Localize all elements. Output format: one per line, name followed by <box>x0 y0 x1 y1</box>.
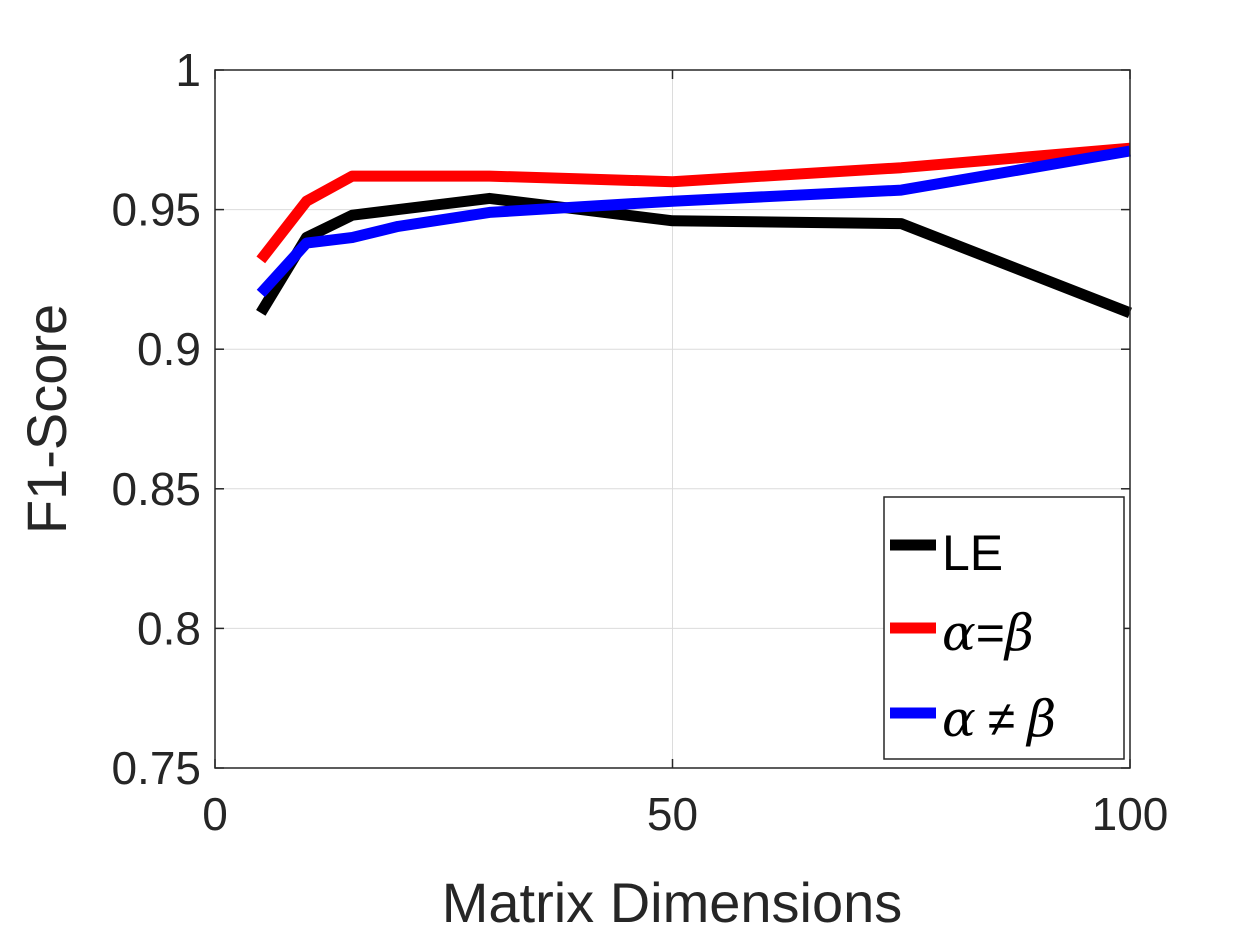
x-tick-label: 50 <box>647 788 698 840</box>
legend-equals-symbol: = <box>976 605 1005 661</box>
legend-beta-symbol: β <box>1025 690 1056 748</box>
y-tick-label: 0.85 <box>111 463 201 515</box>
y-tick-label: 1 <box>175 44 201 96</box>
tick-marks <box>214 69 1131 769</box>
y-tick-label: 0.8 <box>137 602 201 654</box>
y-tick-label: 0.75 <box>111 742 201 794</box>
legend-not-equal-symbol: ≠ <box>988 691 1015 747</box>
x-axis-label: Matrix Dimensions <box>442 871 903 934</box>
legend-label-alpha-eq-beta: α=β <box>942 604 1034 662</box>
y-tick-label: 0.95 <box>111 184 201 236</box>
legend: LE α=β α ≠ β <box>883 496 1125 760</box>
legend-beta-symbol: β <box>1003 604 1034 662</box>
legend-label-alpha-neq-beta: α ≠ β <box>942 690 1056 748</box>
y-tick-label: 0.9 <box>137 323 201 375</box>
series-line-alpha-beta <box>256 142 1131 264</box>
tick-labels: 0.75 0.8 0.85 0.9 0.95 1 0 50 100 <box>111 44 1168 840</box>
series-line-le <box>256 192 1133 319</box>
legend-alpha-symbol: α <box>942 604 976 662</box>
x-tick-label: 100 <box>1092 788 1169 840</box>
x-tick-label: 0 <box>202 788 228 840</box>
y-axis-label: F1-Score <box>15 304 78 534</box>
series-layer <box>256 142 1133 319</box>
series-line-alpha-beta <box>256 145 1131 298</box>
legend-alpha-symbol: α <box>942 690 976 748</box>
legend-label-le: LE <box>942 525 1003 581</box>
